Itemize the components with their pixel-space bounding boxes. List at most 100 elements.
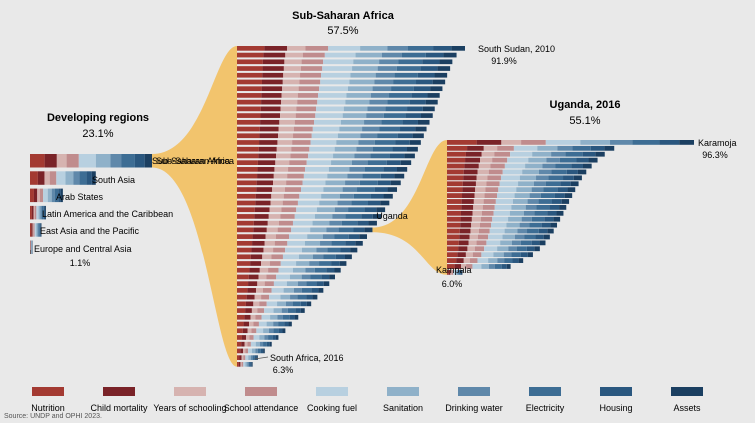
uganda-bar-14-seg-3: [471, 216, 481, 222]
uganda-bar-10-seg-3: [474, 193, 485, 198]
ssa-bar-37-seg-2: [247, 288, 256, 293]
ssa-bar-22-seg-1: [237, 187, 257, 192]
ssa-bar-7-seg-6: [347, 86, 373, 92]
ssa-bar-36-seg-7: [297, 281, 307, 287]
ssa-bar-41-seg-9: [289, 314, 295, 320]
ssa-bar-43-seg-5: [256, 328, 264, 334]
ssa-bar-10-seg-3: [280, 106, 297, 112]
dev-bar-4: [30, 205, 46, 220]
uganda-bar-11-seg-3: [473, 199, 484, 204]
ssa-bar-46-seg-3: [243, 348, 246, 354]
ssa-bar-47-seg-10: [256, 355, 258, 360]
ssa-bar-35-seg-5: [276, 274, 290, 280]
ssa-bar-24-seg-3: [270, 200, 283, 206]
ssa-bar-10-seg-8: [385, 106, 408, 112]
dev-bar-1-seg-4: [66, 154, 79, 168]
legend-swatch: [103, 387, 135, 396]
ssa-bar-18-seg-7: [351, 160, 368, 165]
uganda-bar-3-seg-9: [582, 151, 596, 157]
uganda-bar-16-seg-7: [517, 228, 528, 234]
ssa-bar-12-seg-3: [279, 119, 295, 125]
ssa-bar-33: [237, 261, 347, 266]
ssa-bar-3-seg-7: [379, 59, 399, 65]
legend-swatch: [316, 387, 348, 396]
ssa-bar-24-seg-5: [297, 200, 320, 206]
ssa-bar-3-seg-10: [439, 59, 453, 65]
uganda-bar-23-seg-2: [448, 270, 451, 275]
ssa-bar-18-seg-9: [386, 160, 401, 165]
uganda-bar-9: [447, 187, 576, 193]
ssa-bar-17-seg-8: [370, 153, 390, 159]
ssa-bar-38: [237, 294, 318, 300]
uganda-top-label: Karamoja: [698, 138, 737, 148]
ssa-bar-4-seg-10: [437, 66, 451, 71]
ssa-bar-13-seg-3: [278, 126, 294, 132]
ssa-bar-31-seg-5: [285, 247, 302, 253]
legend-item-9: Housing: [599, 387, 633, 413]
legend-label: Housing: [599, 403, 632, 413]
ssa-bar-29-seg-9: [348, 234, 360, 239]
ssa-bar-36-seg-9: [316, 281, 324, 287]
ssa-bar-16-seg-4: [291, 146, 310, 152]
ssa-bar-14-seg-9: [397, 133, 413, 139]
ssa-bar-39-seg-6: [277, 301, 286, 307]
ssa-bar-34-seg-2: [249, 267, 260, 273]
ssa-bar-16-seg-9: [392, 146, 408, 152]
ssa-bar-2: [237, 52, 457, 58]
dev-bar-3-seg-9: [58, 188, 61, 203]
dev-bar-1-seg-10: [144, 154, 152, 168]
ssa-bar-8: [237, 93, 440, 98]
uganda-bar-3-seg-3: [481, 151, 495, 157]
legend-label: Child mortality: [90, 403, 148, 413]
legend-item-7: Drinking water: [445, 387, 503, 413]
ssa-bar-11: [237, 113, 433, 118]
ssa-bar-41-seg-6: [270, 314, 278, 320]
bar-value-europe: 1.1%: [70, 258, 91, 268]
ssa-bar-18-seg-10: [400, 160, 412, 165]
ssa-bar-2-seg-4: [302, 52, 325, 58]
ssa-bar-33-seg-10: [339, 261, 347, 266]
ssa-bar-47-seg-6: [248, 355, 251, 360]
ssa-bar-15-seg-6: [336, 140, 359, 145]
uganda-bar-11-seg-8: [538, 199, 552, 204]
ssa-bar-35-seg-4: [266, 274, 277, 280]
ssa-bar-34-seg-1: [237, 267, 250, 273]
ssa-bar-38-seg-6: [280, 294, 291, 300]
uganda-bar-5-seg-10: [582, 163, 592, 169]
ssa-bar-42-seg-1: [237, 321, 244, 327]
uganda-bar-4-seg-1: [447, 157, 466, 163]
ssa-bar-16-seg-8: [372, 146, 393, 152]
uganda-bar-3-seg-1: [447, 151, 466, 157]
legend-item-8: Electricity: [526, 387, 565, 413]
ssa-bar-31-seg-6: [301, 247, 317, 253]
uganda-bar-10-seg-9: [554, 193, 565, 198]
ssa-bar-44-seg-5: [253, 335, 260, 340]
ssa-bar-33-seg-4: [269, 261, 281, 266]
uganda-bar-7-seg-5: [500, 175, 520, 181]
ssa-bar-19-seg-8: [364, 167, 384, 172]
ssa-bar-43-seg-1: [237, 328, 243, 334]
ssa-bar-42: [237, 321, 292, 327]
dev-bar-4-seg-2: [31, 205, 34, 220]
uganda-bar-18-seg-5: [486, 240, 501, 246]
ssa-bar-34-seg-4: [268, 267, 279, 273]
uganda-bar-9-seg-8: [543, 187, 558, 193]
ssa-bar-15-seg-5: [310, 140, 337, 145]
uganda-bar-14-seg-9: [544, 216, 554, 222]
ssa-bar-42-seg-2: [243, 321, 250, 327]
uganda-bar-2-seg-9: [590, 145, 605, 151]
dev-bar-5: [30, 223, 42, 237]
ssa-bar-15-seg-4: [292, 140, 311, 145]
ssa-bar-48-seg-1: [237, 362, 239, 367]
ssa-bar-28: [237, 227, 373, 233]
ssa-bar-17-seg-10: [404, 153, 415, 159]
ssa-bar-12-seg-8: [381, 119, 403, 125]
legend-label: Electricity: [526, 403, 565, 413]
ssa-bar-8-seg-6: [346, 93, 371, 98]
ssa-bar-38-seg-10: [312, 294, 318, 300]
uganda-bar-5-seg-1: [447, 163, 465, 169]
ssa-bar-39-seg-7: [285, 301, 293, 307]
ssa-bar-13-seg-6: [339, 126, 363, 132]
uganda-bar-22-seg-4: [466, 264, 473, 269]
ssa-bar-9-seg-2: [261, 99, 282, 105]
